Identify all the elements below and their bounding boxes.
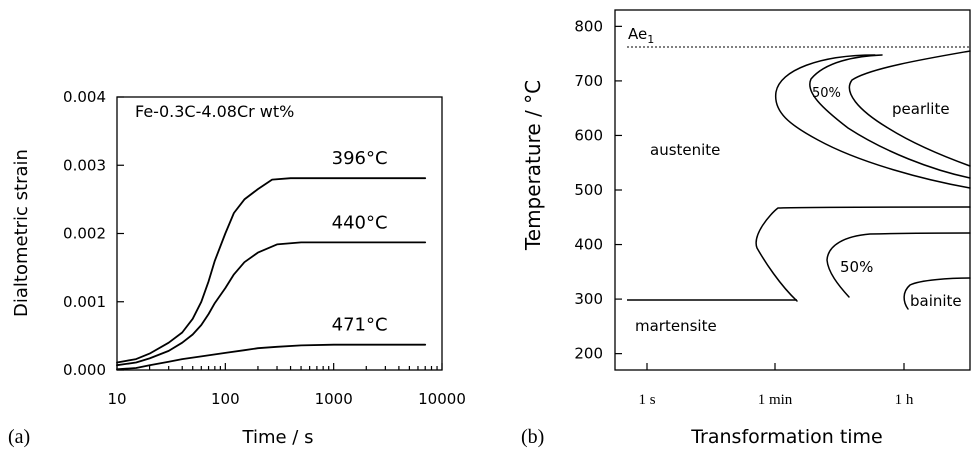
- panel-a-label: (a): [8, 426, 30, 448]
- panel-b-y-tick-label: 800: [574, 17, 603, 35]
- series-label-2: 471°C: [332, 315, 388, 336]
- panel-b-x-tick-label: 1 h: [895, 392, 914, 408]
- pearlite-start-curve: [774, 54, 971, 189]
- panel-a-y-tick-label: 0.001: [63, 293, 106, 311]
- series-label-0: 396°C: [332, 148, 388, 169]
- region-bainite: bainite: [910, 292, 962, 310]
- panel-b-x-tick-label: 1 s: [638, 392, 655, 408]
- panel-a-plot-area: [116, 96, 443, 371]
- panel-a-series: [116, 177, 427, 371]
- panel-a-x-tick-label: 100: [211, 390, 240, 408]
- panel-a-y-tick-label: 0.004: [63, 88, 106, 106]
- region-austenite: austenite: [650, 141, 720, 159]
- panel-b-y-tick-label: 400: [574, 236, 603, 254]
- panel-a-x-tick-label: 10: [107, 390, 126, 408]
- bainite-50-curve: [826, 232, 971, 298]
- panel-b-x-tick-label: 1 min: [758, 392, 793, 408]
- panel-a-series-labels: 396°C 440°C 471°C: [332, 148, 388, 336]
- panel-a-x-tick-label: 10000: [418, 390, 466, 408]
- panel-a-x-ticks: 10 100 1000 10000: [107, 363, 466, 408]
- panel-a: 0.000 0.001 0.002 0.003 0.004 10 100 1000 10000…: [8, 88, 466, 448]
- series-line-1: [116, 241, 427, 367]
- ae1-subscript: 1: [647, 33, 654, 46]
- ae1-text: Ae: [628, 25, 647, 43]
- region-pearlite: pearlite: [892, 100, 950, 118]
- panel-b-label: (b): [521, 426, 544, 448]
- bainite-start-curve: [755, 206, 971, 302]
- ae1-label: Ae1: [628, 25, 654, 46]
- panel-a-annotation: Fe-0.3C-4.08Cr wt%: [135, 102, 294, 121]
- series-line-2: [116, 343, 427, 371]
- pearlite-finish-curve: [848, 50, 971, 167]
- bainite-finish-curve: [903, 277, 971, 310]
- pearlite-50-label: 50%: [812, 86, 841, 101]
- panel-b-y-tick-label: 200: [574, 345, 603, 363]
- series-label-1: 440°C: [332, 212, 388, 233]
- panel-a-x-axis-label: Time / s: [242, 427, 314, 448]
- panel-a-y-tick-label: 0.002: [63, 225, 106, 243]
- series-line-0: [116, 177, 427, 364]
- panel-a-y-ticks: 0.000 0.001 0.002 0.003 0.004: [63, 88, 124, 379]
- panel-b-y-tick-label: 700: [574, 72, 603, 90]
- panel-b-y-axis-label: Temperature / °C: [521, 80, 545, 251]
- region-martensite: martensite: [635, 317, 717, 335]
- bainite-50-label: 50%: [840, 258, 873, 276]
- panel-b: 200 300 400 500 600 700 800 1 s 1 min 1 h Ae1 au…: [521, 9, 971, 448]
- panel-b-x-ticks: 1 s 1 min 1 h: [638, 363, 914, 408]
- panel-b-plot-area: [614, 9, 971, 371]
- panel-b-y-tick-label: 300: [574, 290, 603, 308]
- panel-b-x-axis-label: Transformation time: [690, 426, 883, 448]
- panel-a-y-axis-label: Dialtometric strain: [11, 149, 32, 317]
- panel-b-y-ticks: 200 300 400 500 600 700 800: [574, 17, 622, 363]
- panel-a-y-tick-label: 0.003: [63, 156, 106, 174]
- pearlite-50-curve: [809, 54, 971, 179]
- panel-a-y-tick-label: 0.000: [63, 361, 106, 379]
- panel-b-y-tick-label: 600: [574, 126, 603, 144]
- panel-b-y-tick-label: 500: [574, 181, 603, 199]
- panel-a-x-tick-label: 1000: [315, 390, 353, 408]
